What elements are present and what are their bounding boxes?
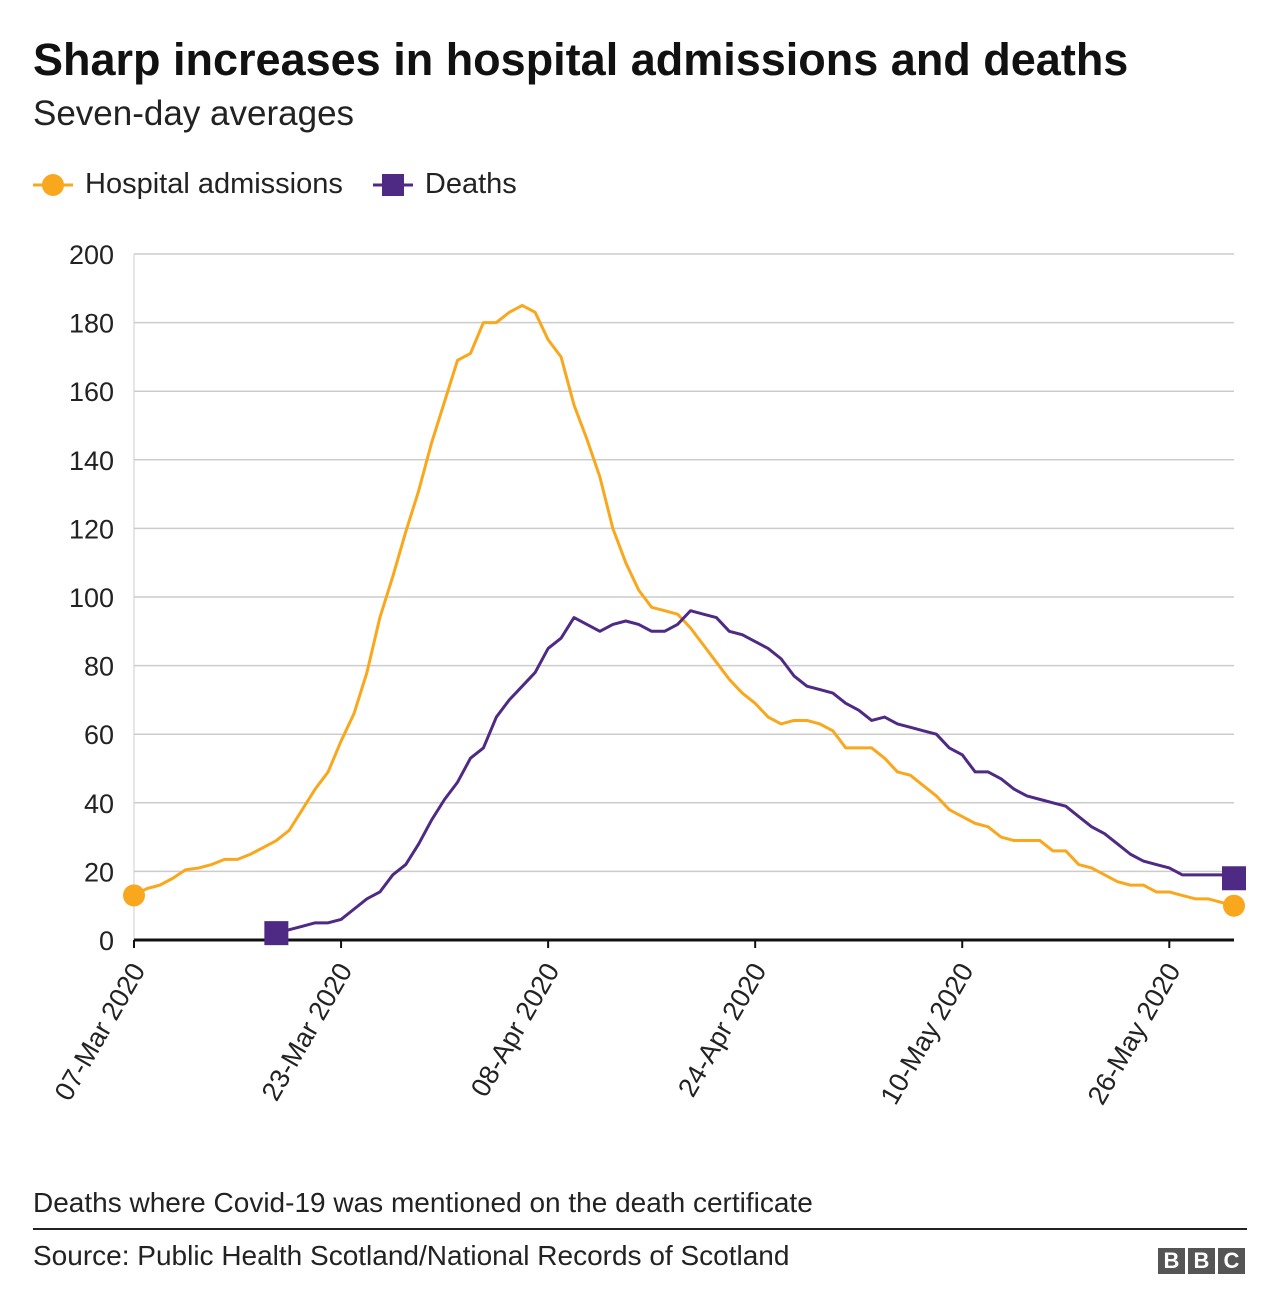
y-tick-label: 80 <box>84 652 114 682</box>
source-text: Source: Public Health Scotland/National … <box>33 1240 790 1271</box>
endpoint-marker <box>1223 894 1245 917</box>
legend-item-deaths: Deaths <box>372 168 517 201</box>
y-tick-label: 0 <box>99 926 114 956</box>
chart-subtitle: Seven-day averages <box>33 94 355 133</box>
series-line-deaths <box>275 609 1235 935</box>
y-tick-label: 180 <box>69 309 114 339</box>
y-tick-label: 100 <box>69 583 114 613</box>
y-tick-label: 200 <box>69 240 114 270</box>
endpoint-marker <box>123 884 145 907</box>
chart-note: Deaths where Covid-19 was mentioned on t… <box>33 1187 813 1218</box>
endpoint-marker <box>1222 866 1246 891</box>
y-tick-label: 140 <box>69 446 114 476</box>
square-marker-icon <box>372 173 413 196</box>
x-tick-label: 24-Apr 2020 <box>672 958 772 1102</box>
circle-marker-icon <box>33 173 73 196</box>
y-tick-label: 60 <box>84 720 114 750</box>
legend-label: Deaths <box>424 168 517 200</box>
y-tick-label: 120 <box>69 514 114 544</box>
legend-item-hospital-admissions: Hospital admissions <box>33 168 343 201</box>
x-tick-label: 26-May 2020 <box>1082 958 1187 1109</box>
x-tick-label: 07-Mar 2020 <box>49 958 152 1106</box>
x-tick-label: 10-May 2020 <box>875 958 980 1109</box>
x-tick-label: 08-Apr 2020 <box>465 958 565 1102</box>
line-chart: 0 20 40 60 80 100 120 140 160 180 200 07-Mar 2020 23… <box>49 240 1246 1109</box>
divider <box>33 1228 1247 1230</box>
y-tick-label: 20 <box>84 857 114 887</box>
legend: Hospital admissions Deaths <box>33 168 547 201</box>
series-line-hospital-admissions <box>133 303 1235 908</box>
chart-title: Sharp increases in hospital admissions a… <box>33 34 1129 85</box>
x-tick-label: 23-Mar 2020 <box>256 958 359 1106</box>
y-tick-label: 160 <box>69 377 114 407</box>
endpoint-marker <box>264 921 289 946</box>
y-tick-label: 40 <box>84 789 114 819</box>
legend-label: Hospital admissions <box>85 168 343 200</box>
